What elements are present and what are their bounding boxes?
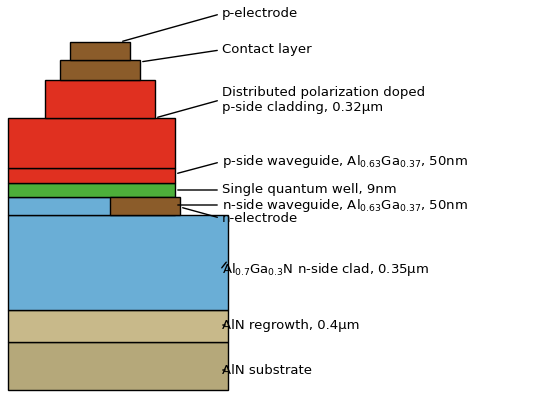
- Text: Single quantum well, 9nm: Single quantum well, 9nm: [222, 183, 397, 196]
- Bar: [110, 197, 180, 215]
- Text: n-side waveguide, Al$_{0.63}$Ga$_{0.37}$, 50nm: n-side waveguide, Al$_{0.63}$Ga$_{0.37}$…: [222, 196, 468, 213]
- Text: Contact layer: Contact layer: [222, 44, 312, 57]
- Text: AlN regrowth, 0.4μm: AlN regrowth, 0.4μm: [222, 318, 359, 331]
- Text: p-side waveguide, Al$_{0.63}$Ga$_{0.37}$, 50nm: p-side waveguide, Al$_{0.63}$Ga$_{0.37}$…: [222, 154, 468, 171]
- Text: Al$_{0.7}$Ga$_{0.3}$N n-side clad, 0.35μm: Al$_{0.7}$Ga$_{0.3}$N n-side clad, 0.35μ…: [222, 261, 429, 278]
- Bar: [8, 310, 228, 342]
- Bar: [8, 168, 175, 183]
- Bar: [8, 215, 228, 310]
- Bar: [70, 42, 130, 60]
- Text: AlN substrate: AlN substrate: [222, 364, 312, 377]
- Text: p-electrode: p-electrode: [222, 8, 298, 21]
- Bar: [8, 197, 175, 215]
- Text: Distributed polarization doped
p-side cladding, 0.32μm: Distributed polarization doped p-side cl…: [222, 86, 425, 114]
- Bar: [8, 118, 175, 168]
- Bar: [8, 342, 228, 390]
- Text: n-electrode: n-electrode: [222, 211, 298, 225]
- Bar: [60, 60, 140, 80]
- Bar: [8, 183, 175, 197]
- Bar: [45, 80, 155, 118]
